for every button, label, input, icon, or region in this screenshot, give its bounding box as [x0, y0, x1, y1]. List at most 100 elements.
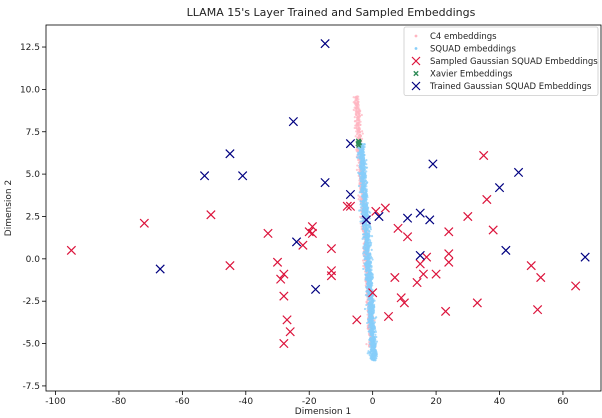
embedding-point: [359, 152, 362, 155]
x-marker-point: [298, 240, 308, 250]
x-tick-label: -40: [238, 397, 253, 407]
embedding-point: [372, 353, 375, 356]
embedding-point: [357, 198, 360, 201]
embedding-point: [363, 192, 367, 195]
embedding-point: [366, 279, 369, 282]
embedding-point: [367, 317, 370, 321]
embedding-point: [358, 115, 361, 118]
y-tick-label: 10.0: [20, 85, 40, 95]
embedding-point: [359, 179, 362, 182]
embedding-point: [371, 358, 375, 361]
embedding-point: [362, 236, 365, 239]
embedding-point: [366, 258, 369, 261]
x-marker-point: [494, 183, 505, 193]
embedding-point: [355, 113, 358, 116]
embedding-point: [374, 355, 377, 359]
embedding-point: [364, 243, 367, 247]
embedding-point: [368, 303, 371, 306]
embedding-point: [371, 326, 374, 329]
embedding-point: [369, 357, 372, 360]
embedding-point: [358, 209, 361, 212]
embedding-point: [352, 108, 355, 112]
embedding-point: [365, 266, 368, 269]
x-marker-point: [352, 315, 362, 325]
embedding-point: [373, 299, 376, 302]
x-marker-point: [310, 284, 321, 294]
embedding-point: [362, 183, 365, 186]
x-marker-point: [412, 277, 422, 288]
embedding-point: [359, 222, 362, 225]
embedding-point: [367, 233, 371, 236]
embedding-point: [366, 260, 369, 263]
embedding-point: [357, 121, 360, 125]
x-marker-point: [444, 249, 454, 259]
x-tick-label: -80: [112, 397, 127, 407]
legend-box: [403, 26, 599, 96]
x-marker-point: [66, 245, 76, 255]
embedding-point: [373, 339, 376, 342]
embedding-point: [369, 286, 372, 289]
x-marker-point: [368, 288, 378, 298]
embedding-point: [370, 339, 374, 342]
embedding-point: [375, 351, 378, 354]
embedding-point: [358, 127, 361, 131]
embedding-point: [363, 223, 366, 227]
embedding-point: [362, 245, 365, 248]
embedding-point: [355, 130, 358, 133]
embedding-point: [365, 301, 368, 304]
embedding-point: [362, 233, 365, 236]
x-marker-point: [199, 171, 210, 181]
x-marker-point: [421, 252, 432, 262]
embedding-point: [369, 304, 372, 308]
x-marker-point: [225, 260, 235, 271]
legend-marker: [414, 34, 418, 38]
embedding-point: [361, 204, 364, 207]
embedding-point: [367, 268, 370, 271]
x-marker-point: [526, 260, 536, 271]
embedding-point: [365, 190, 368, 193]
embedding-point: [365, 248, 368, 251]
x-marker-point: [479, 150, 489, 161]
x-marker-point: [402, 232, 413, 242]
x-marker-point: [431, 269, 441, 279]
embedding-point: [360, 212, 363, 215]
embedding-point: [361, 189, 365, 192]
embedding-point: [366, 205, 369, 208]
embedding-point: [362, 157, 366, 160]
embedding-point: [372, 342, 376, 345]
embedding-point: [375, 316, 378, 319]
embedding-point: [365, 170, 368, 173]
x-marker-point: [279, 291, 289, 301]
embedding-point: [369, 226, 372, 229]
embedding-point: [356, 149, 359, 153]
embedding-point: [366, 292, 370, 295]
x-marker-point: [532, 305, 543, 315]
embedding-point: [371, 321, 374, 324]
embedding-point: [357, 98, 360, 101]
x-marker-point: [440, 306, 451, 316]
x-marker-point: [396, 293, 406, 303]
embedding-point: [358, 155, 361, 158]
embedding-point: [366, 210, 369, 214]
embedding-point: [357, 95, 360, 98]
embedding-point: [368, 275, 371, 278]
x-marker-point: [393, 223, 403, 233]
y-tick-label: 7.5: [26, 128, 40, 138]
embedding-point: [368, 277, 371, 280]
embedding-point: [360, 150, 364, 153]
x-marker-point: [472, 298, 482, 308]
embedding-point: [368, 271, 371, 274]
embedding-point: [369, 228, 372, 231]
embedding-point: [369, 342, 373, 345]
embedding-point: [366, 181, 369, 184]
embedding-point: [355, 168, 359, 171]
embedding-point: [374, 330, 378, 334]
y-tick-label: -7.5: [22, 382, 40, 392]
embedding-point: [357, 194, 360, 197]
embedding-point: [357, 112, 360, 115]
embedding-point: [371, 311, 374, 314]
embedding-point: [357, 134, 360, 137]
embedding-point: [362, 264, 365, 268]
embedding-point: [363, 186, 366, 189]
plot-frame: [45, 24, 602, 392]
